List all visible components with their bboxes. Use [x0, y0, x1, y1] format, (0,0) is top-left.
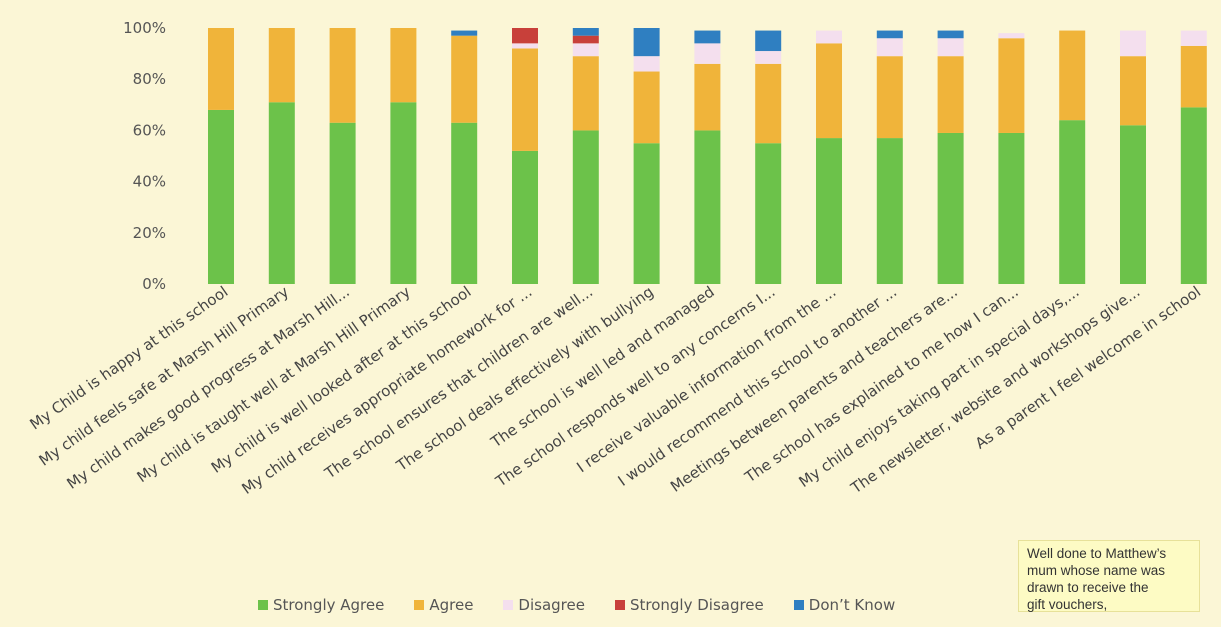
bar-segment: [937, 56, 964, 133]
bar-segment: [329, 28, 356, 123]
legend-swatch: [614, 600, 625, 610]
bar-segment: [1059, 30, 1086, 121]
note-line-1: Well done to Matthew’s: [1027, 546, 1167, 561]
bar-segment: [512, 43, 538, 49]
category-label: My child is taught well at Marsh Hill Pr…: [134, 282, 414, 486]
bar-segment: [694, 63, 721, 131]
legend-label: Disagree: [518, 596, 585, 614]
bar-segment: [694, 130, 721, 284]
bar-segment: [755, 63, 782, 144]
bar-segment: [937, 38, 964, 57]
bar-segment: [876, 138, 903, 284]
legend-swatch: [503, 600, 514, 610]
note-line-4: gift vouchers,: [1027, 597, 1108, 612]
legend-item: Don’t Know: [793, 596, 896, 614]
legend-swatch: [258, 600, 268, 610]
bar-segment: [937, 132, 964, 284]
bar-segment: [694, 30, 721, 44]
y-tick-label: 20%: [133, 224, 166, 242]
category-label: My child enjoys taking part in special d…: [795, 283, 1082, 491]
bar-segment: [572, 56, 599, 131]
bar-segment: [633, 71, 660, 144]
legend-label: Agree: [429, 596, 474, 614]
legend-swatch: [414, 600, 425, 610]
bar-segment: [1059, 120, 1086, 284]
y-tick-label: 0%: [142, 275, 166, 293]
bar-segment: [451, 35, 478, 123]
bar-segment: [998, 33, 1025, 39]
category-label: As a parent I feel welcome in school: [972, 283, 1204, 453]
y-tick-label: 80%: [133, 70, 166, 88]
bar-segment: [512, 48, 538, 151]
bar-segment: [1120, 125, 1146, 284]
bar-segment: [390, 102, 417, 285]
bar-segment: [1180, 45, 1207, 108]
legend-label: Strongly Disagree: [629, 596, 764, 614]
bar-segment: [876, 30, 903, 39]
legend-item: Agree: [414, 596, 473, 614]
bar-segment: [268, 102, 295, 285]
legend-item: Disagree: [503, 596, 585, 614]
note-line-2: mum whose name was: [1027, 563, 1166, 578]
bar-segment: [268, 28, 295, 103]
bar-segment: [208, 109, 234, 284]
category-label: I would recommend this school to another…: [615, 283, 900, 490]
bar-segment: [451, 30, 478, 36]
bar-segment: [572, 28, 599, 36]
bar-segment: [572, 130, 599, 284]
bar-segment: [451, 122, 478, 284]
bar-segment: [1180, 30, 1207, 46]
bar-segment: [755, 143, 782, 284]
bar-groups: [208, 28, 1207, 285]
bar-segment: [329, 122, 356, 284]
bar-segment: [390, 28, 417, 103]
legend-item: Strongly Agree: [258, 596, 384, 614]
y-tick-label: 100%: [123, 19, 166, 37]
bar-segment: [998, 38, 1025, 133]
bar-segment: [208, 28, 234, 110]
y-tick-label: 40%: [133, 173, 166, 191]
bar-segment: [1120, 30, 1146, 57]
bar-segment: [633, 28, 660, 57]
y-axis-tick-labels: 0% 20% 40% 60% 80% 100%: [123, 19, 166, 293]
category-label: The school responds well to any concerns…: [492, 283, 779, 491]
prize-note: Well done to Matthew’s mum whose name wa…: [1018, 540, 1200, 612]
bar-segment: [512, 28, 538, 44]
bar-segment: [876, 56, 903, 139]
bar-segment: [633, 143, 660, 284]
note-line-3: drawn to receive the: [1027, 580, 1149, 595]
bar-segment: [1180, 107, 1207, 284]
legend-label: Don’t Know: [808, 596, 896, 614]
bar-segment: [816, 30, 842, 44]
bar-segment: [998, 132, 1025, 284]
bar-segment: [816, 43, 842, 139]
bar-segment: [755, 51, 782, 64]
bar-segment: [572, 35, 599, 44]
bar-segment: [1120, 56, 1146, 126]
bar-segment: [572, 43, 599, 57]
y-tick-label: 60%: [133, 121, 166, 139]
legend-item: Strongly Disagree: [614, 596, 764, 614]
bar-segment: [816, 138, 842, 284]
bar-segment: [512, 150, 538, 284]
bar-segment: [937, 30, 964, 39]
bar-segment: [876, 38, 903, 57]
category-label: The school has explained to me how I can…: [741, 283, 1022, 487]
bar-segment: [755, 30, 782, 52]
legend: Strongly Agree Agree Disagree Strongly Disa…: [258, 596, 895, 614]
bar-segment: [633, 56, 660, 72]
legend-label: Strongly Agree: [273, 596, 385, 614]
legend-swatch: [793, 600, 804, 610]
bar-segment: [694, 43, 721, 64]
